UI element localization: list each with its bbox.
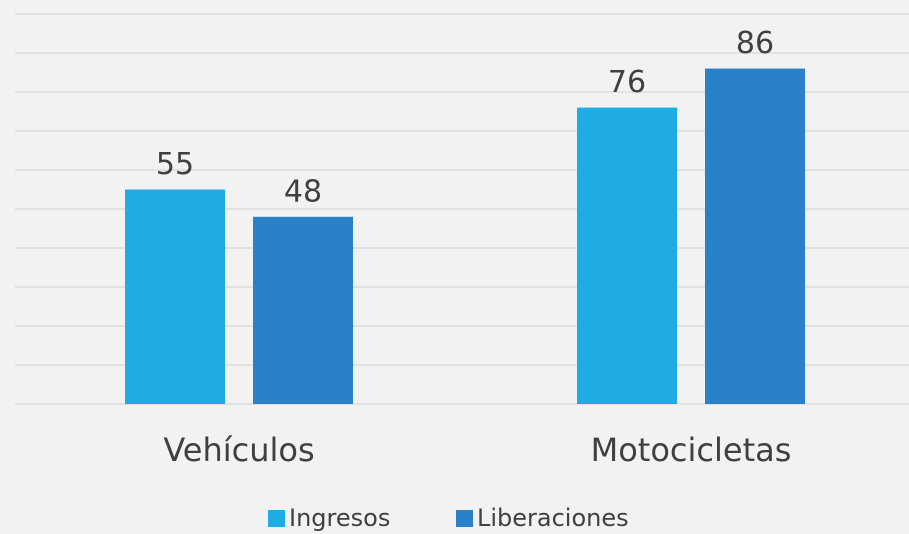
legend-label: Ingresos xyxy=(289,504,390,532)
legend-swatch xyxy=(268,510,285,527)
bar xyxy=(253,216,353,404)
data-label: 48 xyxy=(284,174,322,209)
x-tick-label: Vehículos xyxy=(163,431,314,469)
data-label: 55 xyxy=(156,147,194,182)
x-tick-label: Motocicletas xyxy=(591,431,792,469)
data-label: 76 xyxy=(608,65,646,100)
bar xyxy=(705,68,805,404)
bar xyxy=(577,107,677,404)
bar xyxy=(125,189,225,404)
data-label: 86 xyxy=(736,26,774,61)
legend-label: Liberaciones xyxy=(477,504,629,532)
legend-swatch xyxy=(456,510,473,527)
